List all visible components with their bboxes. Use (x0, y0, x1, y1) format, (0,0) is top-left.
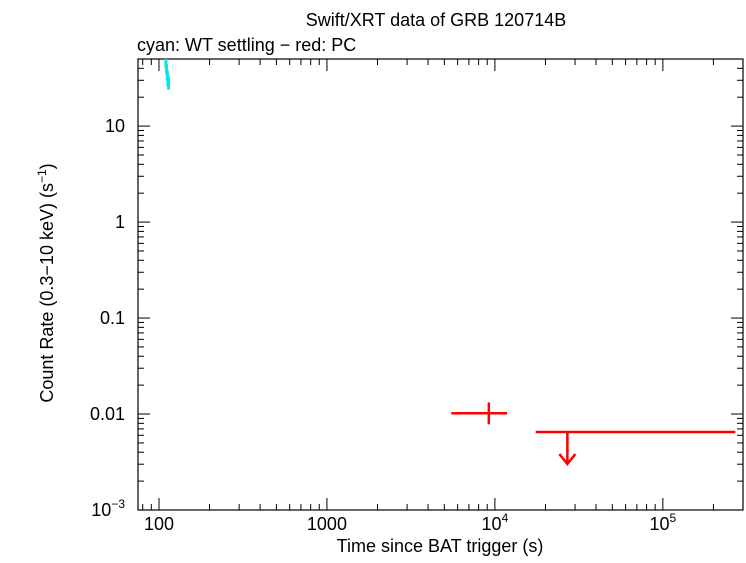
x-axis: 100 1000 104 105 (142, 59, 744, 534)
y-tick-label: 0.01 (90, 404, 125, 424)
y-tick-label: 1 (115, 212, 125, 232)
y-tick-label: 10 (105, 116, 125, 136)
data-point (535, 430, 736, 466)
upper-limit-arrow-head (558, 453, 577, 466)
y-axis-label-main: Count Rate (0.3−10 keV) (s (37, 183, 57, 403)
data-point (451, 402, 507, 425)
y-axis-label-end: ) (37, 163, 57, 169)
data-point (167, 77, 171, 90)
y-tick-label: 10−3 (91, 497, 125, 520)
chart-subtitle: cyan: WT settling − red: PC (137, 35, 356, 55)
x-axis-label: Time since BAT trigger (s) (337, 536, 544, 556)
y-axis-label-sup: −1 (35, 169, 49, 183)
data-marks (164, 59, 736, 466)
x-tick-label: 1000 (307, 514, 347, 534)
chart-title: Swift/XRT data of GRB 120714B (306, 10, 566, 30)
y-axis: 10 1 0.1 0.01 10−3 (90, 58, 743, 520)
x-tick-label: 105 (650, 511, 677, 534)
y-tick-label: 0.1 (100, 308, 125, 328)
y-axis-label: Count Rate (0.3−10 keV) (s−1) (35, 163, 57, 402)
plot-frame (137, 58, 744, 511)
x-tick-label: 104 (482, 511, 509, 534)
x-tick-label: 100 (144, 514, 174, 534)
